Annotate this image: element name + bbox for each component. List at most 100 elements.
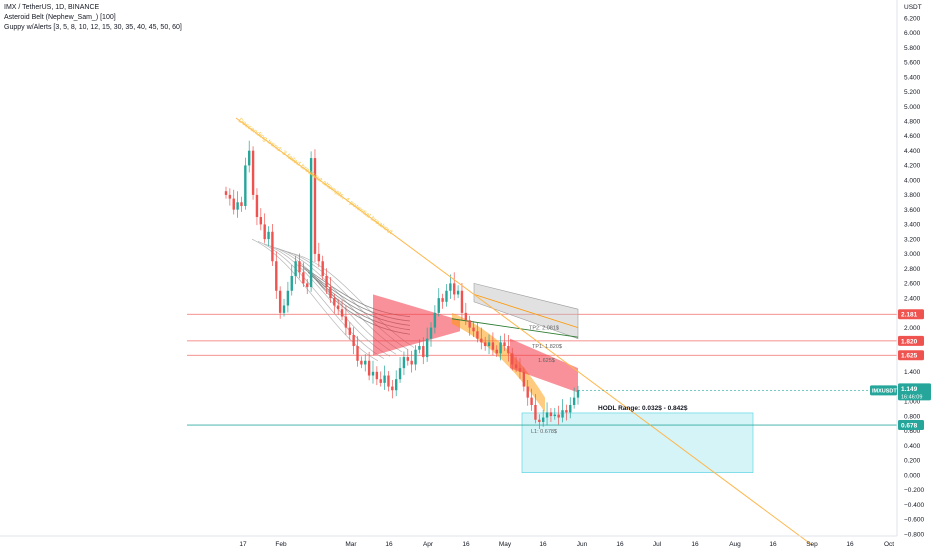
y-tick-label: 5.200 (904, 89, 921, 96)
candle-body (480, 338, 483, 343)
y-tick-label: 6.000 (904, 30, 921, 37)
price-level-tag-label: 2.181 (901, 312, 918, 319)
x-tick-label: May (499, 541, 512, 548)
y-tick-label: 2.600 (904, 281, 921, 288)
x-tick-label: Aug (729, 541, 741, 548)
guppy-ribbon-red-1 (373, 294, 460, 356)
y-tick-label: 0.200 (904, 458, 921, 465)
candle-body (433, 312, 437, 328)
last-price-tag (898, 383, 931, 401)
candle-body (553, 414, 556, 417)
candle-body (367, 360, 371, 376)
y-tick-label: 3.400 (904, 222, 921, 229)
candle-body (344, 316, 348, 328)
x-tick-label: Feb (275, 541, 287, 548)
legend-guppy[interactable]: Guppy w/Alerts [3, 5, 8, 10, 12, 15, 30,… (4, 24, 182, 31)
candle-body (333, 298, 336, 306)
low-label: L1: 0.678$ (531, 429, 557, 435)
tp2-label: TP2: 2.081$ (529, 326, 559, 332)
candle-body (286, 290, 290, 306)
candle-body (565, 410, 568, 413)
x-tick-label: Oct (884, 541, 894, 548)
candle-body (340, 309, 344, 317)
candle-body (402, 357, 406, 369)
candle-body (425, 338, 429, 358)
candle-body (476, 331, 479, 339)
legend-symbol[interactable]: IMX / TetherUS, 1D, BINANCE (4, 4, 100, 11)
y-tick-label: −0.400 (904, 502, 924, 509)
legend-asteroid-belt[interactable]: Asteroid Belt (Nephew_Sam_) [100] (4, 14, 116, 21)
candle-body (278, 290, 282, 313)
candle-body (375, 371, 379, 380)
y-tick-label: 2.000 (904, 325, 921, 332)
y-tick-label: 3.600 (904, 207, 921, 214)
candle-body (348, 327, 351, 335)
candle-body (224, 191, 228, 195)
candle-body (294, 261, 297, 276)
candle-body (429, 327, 433, 339)
candle-body (360, 360, 363, 365)
candle-body (503, 342, 506, 347)
entry-label: 1.625$ (538, 358, 555, 364)
candle-body (267, 231, 270, 240)
y-tick-label: 5.400 (904, 74, 921, 81)
candle-body (569, 405, 572, 413)
candle-body (576, 390, 580, 398)
candle-body (325, 276, 328, 288)
axis-currency-label: USDT (904, 4, 922, 11)
candle-body (456, 290, 460, 295)
candle-body (406, 357, 410, 361)
candle-body (306, 283, 309, 288)
projection-midline (473, 294, 579, 328)
candle-body (449, 283, 452, 291)
price-level-tag-label: 0.678 (901, 422, 918, 429)
candle-body (418, 346, 421, 350)
candle-body (464, 312, 468, 321)
y-tick-label: 1.400 (904, 369, 921, 376)
candle-body (282, 305, 286, 313)
candle-body (422, 346, 425, 358)
hodl-range-label: HODL Range: 0.032$ - 0.842$ (598, 405, 688, 412)
guppy-ribbon-grey (251, 238, 379, 362)
candle-body (364, 360, 367, 365)
y-tick-label: −0.200 (904, 487, 924, 494)
x-tick-label: 16 (616, 541, 624, 548)
candle-body (410, 360, 413, 365)
price-level-tag (898, 350, 924, 361)
hodl-range-box (521, 412, 754, 473)
descending-trendline (235, 117, 813, 546)
candle-body (275, 261, 278, 291)
y-tick-label: 5.000 (904, 104, 921, 111)
x-tick-label: Jul (653, 541, 662, 548)
candle-body (371, 371, 375, 376)
candle-body (526, 386, 529, 398)
candle-body (472, 327, 475, 332)
candle-body (572, 397, 576, 405)
guppy-ribbon-grey (263, 243, 391, 357)
price-level-tag-label: 1.820 (901, 338, 918, 345)
candle-body (248, 150, 251, 166)
x-tick-label: 16 (462, 541, 470, 548)
price-level-tag (898, 335, 924, 346)
candle-body (271, 231, 274, 262)
candle-body (232, 198, 235, 210)
candle-body (394, 379, 398, 391)
symbol-tag (870, 385, 897, 396)
candle-body (317, 253, 321, 262)
last-price-countdown: 16:46:09 (901, 394, 922, 400)
x-tick-label: 16 (385, 541, 393, 548)
candle-body (483, 342, 487, 347)
x-tick-label: 16 (691, 541, 699, 548)
guppy-ribbon-orange (452, 312, 545, 413)
candle-body (391, 386, 394, 391)
price-level-tag (898, 309, 924, 320)
symbol-tag-label: IMXUSDT (872, 389, 897, 395)
y-tick-label: 5.600 (904, 60, 921, 67)
projection-support-line (451, 318, 579, 338)
candle-body (514, 364, 518, 369)
y-tick-label: −0.800 (904, 531, 924, 538)
candle-body (541, 417, 545, 422)
candle-body (255, 194, 259, 218)
y-tick-label: 5.800 (904, 45, 921, 52)
